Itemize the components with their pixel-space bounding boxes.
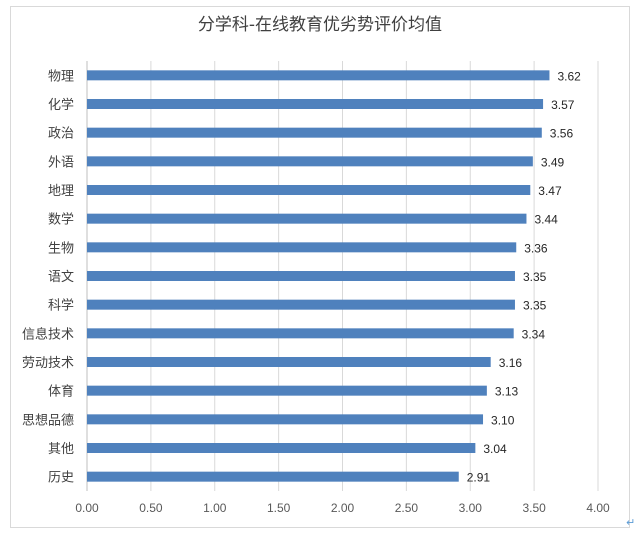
category-label: 体育	[48, 384, 74, 400]
x-tick-label: 0.50	[139, 501, 163, 515]
category-label: 历史	[48, 471, 74, 486]
x-tick-label: 3.00	[459, 501, 483, 515]
paragraph-mark-icon: ↵	[626, 516, 636, 529]
x-tick-label: 1.50	[267, 501, 291, 515]
category-label: 外语	[48, 155, 74, 170]
data-label: 3.35	[523, 270, 547, 284]
data-label: 3.47	[538, 184, 562, 198]
data-label: 3.36	[524, 241, 548, 255]
category-label: 物理	[48, 69, 74, 84]
data-label: 3.35	[523, 299, 547, 313]
bar	[87, 357, 491, 367]
data-label: 3.04	[483, 442, 507, 456]
data-label: 3.62	[557, 69, 581, 83]
x-tick-label: 0.00	[75, 501, 99, 515]
bar	[87, 414, 484, 425]
category-label: 劳动技术	[22, 355, 74, 371]
data-label: 2.91	[467, 471, 491, 485]
category-label: 思想品德	[22, 412, 74, 428]
x-tick-label: 4.00	[586, 501, 610, 515]
bar	[87, 99, 544, 109]
chart-title: 分学科-在线教育优劣势评价均值	[197, 15, 443, 35]
bar	[87, 70, 550, 81]
bar	[87, 213, 527, 224]
x-tick-label: 2.00	[331, 501, 355, 515]
category-label: 信息技术	[22, 326, 74, 342]
bar	[87, 443, 476, 453]
category-label: 科学	[48, 298, 74, 314]
bar	[87, 385, 487, 396]
bar	[87, 471, 459, 482]
bar	[87, 127, 542, 138]
x-tick-label: 2.50	[395, 501, 419, 515]
data-label: 3.57	[551, 98, 575, 112]
category-label: 化学	[48, 97, 74, 113]
x-tick-label: 1.00	[203, 501, 227, 515]
category-label: 地理	[48, 184, 74, 199]
category-label: 政治	[48, 127, 74, 142]
chart-frame	[10, 6, 630, 528]
bar	[87, 185, 531, 195]
category-label: 数学	[48, 212, 74, 228]
data-label: 3.13	[495, 385, 519, 399]
bar	[87, 271, 515, 281]
data-label: 3.34	[522, 327, 546, 341]
bar	[87, 156, 533, 167]
data-label: 3.44	[534, 213, 558, 227]
data-label: 3.10	[491, 413, 515, 427]
bar	[87, 242, 517, 253]
x-tick-label: 3.50	[522, 501, 546, 515]
bar	[87, 299, 515, 310]
category-label: 语文	[48, 270, 74, 285]
data-label: 3.56	[550, 127, 574, 141]
category-label: 生物	[48, 241, 74, 256]
category-label: 其他	[48, 442, 74, 457]
data-label: 3.16	[499, 356, 523, 370]
data-label: 3.49	[541, 155, 565, 169]
bar	[87, 328, 514, 339]
